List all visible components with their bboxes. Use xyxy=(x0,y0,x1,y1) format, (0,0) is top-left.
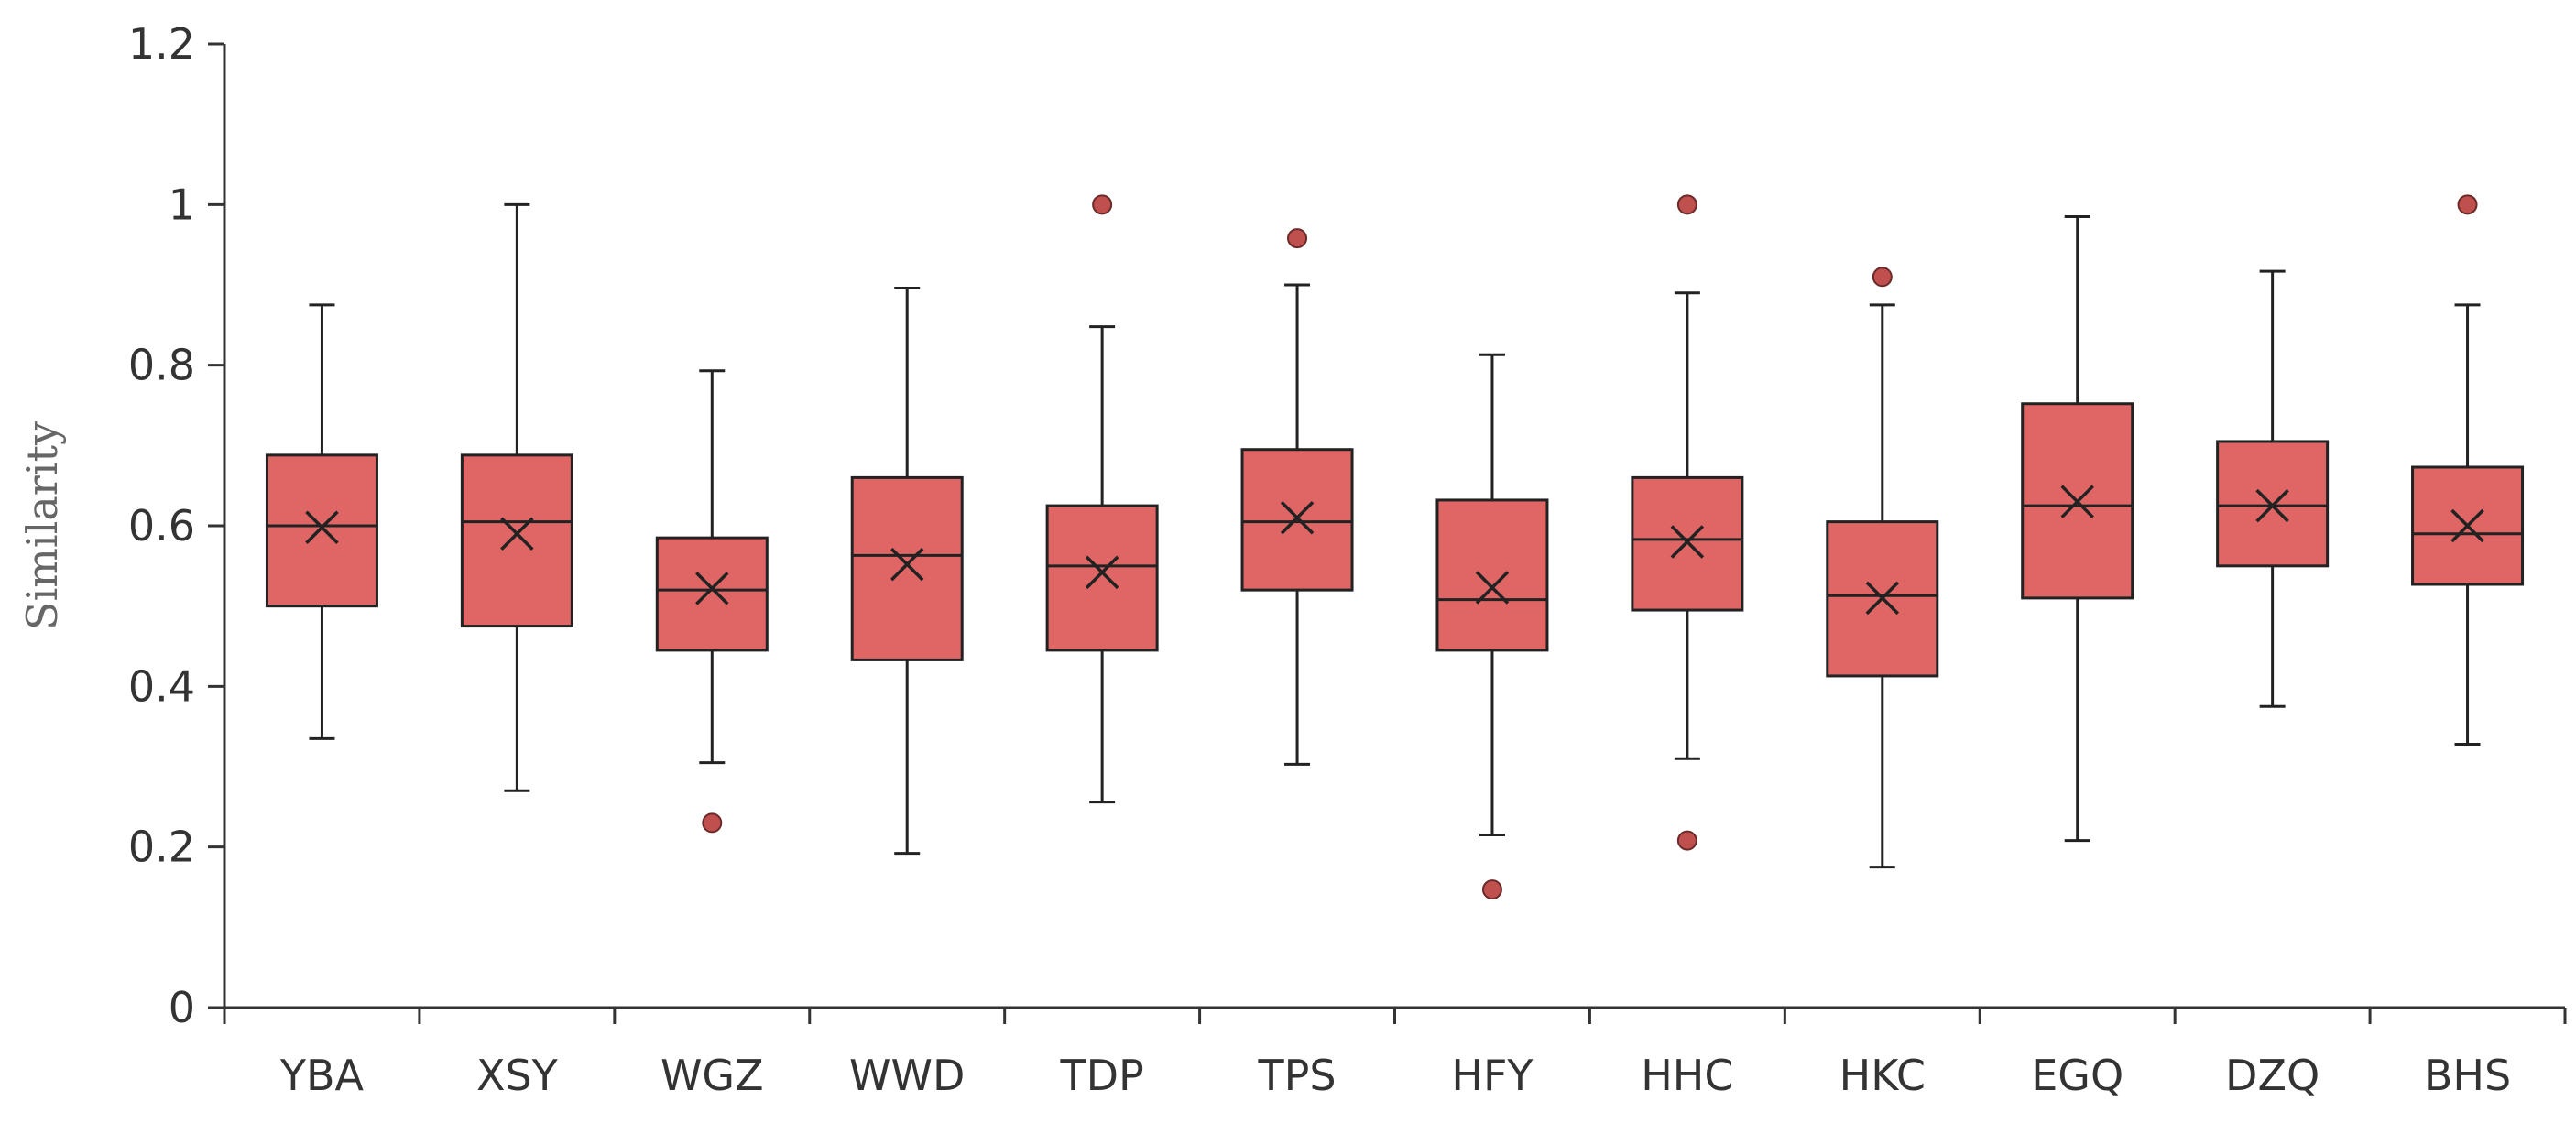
outlier-point xyxy=(1676,194,1697,215)
outlier-point xyxy=(1092,194,1113,215)
box-body xyxy=(850,475,964,661)
box-wwd xyxy=(850,287,964,856)
box-body xyxy=(265,453,378,608)
box-hfy xyxy=(1435,353,1549,900)
x-tick-label: TDP xyxy=(1059,1051,1143,1100)
x-tick-label: XSY xyxy=(476,1051,559,1100)
outlier-point xyxy=(2457,194,2478,215)
x-tick-label: TPS xyxy=(1258,1051,1337,1100)
mean-marker xyxy=(890,547,924,582)
box-yba xyxy=(265,303,378,740)
outlier-point xyxy=(1481,879,1502,900)
box-xsy xyxy=(460,202,573,792)
box-tps xyxy=(1240,228,1354,766)
x-tick-label: WWD xyxy=(849,1051,965,1100)
box-hhc xyxy=(1631,194,1744,851)
box-body xyxy=(1240,448,1354,592)
y-tick-label: 0.2 xyxy=(128,823,195,872)
y-tick-label: 0.8 xyxy=(128,341,195,390)
box-body xyxy=(1045,504,1159,652)
mean-marker xyxy=(2450,508,2484,543)
outlier-point xyxy=(702,812,723,834)
mean-marker xyxy=(695,572,729,605)
x-tick-label: HHC xyxy=(1641,1051,1733,1100)
y-axis-title: Similarity xyxy=(17,421,67,630)
box-egq xyxy=(2021,214,2134,843)
mean-marker xyxy=(1085,555,1119,590)
box-body xyxy=(460,453,573,628)
labels: 0 0.2 0.4 0.6 0.8 1 1.2 Similarity YBA XSY WGZ WWD T… xyxy=(17,19,2511,1100)
box-body xyxy=(655,536,769,652)
mean-marker xyxy=(1865,581,1900,616)
x-tick-label: DZQ xyxy=(2225,1051,2319,1100)
box-bhs xyxy=(2411,194,2525,746)
x-tick-label: EGQ xyxy=(2031,1051,2123,1100)
mean-marker xyxy=(1475,571,1510,605)
mean-marker xyxy=(500,517,534,551)
outlier-point xyxy=(1676,830,1697,851)
boxes xyxy=(265,194,2525,900)
outlier-point xyxy=(1287,228,1308,249)
box-hkc xyxy=(1826,267,1939,869)
y-tick-label: 1 xyxy=(169,180,195,229)
x-tick-label: HFY xyxy=(1451,1051,1534,1100)
box-tdp xyxy=(1045,194,1159,804)
x-tick-label: HKC xyxy=(1839,1051,1926,1100)
box-wgz xyxy=(655,369,769,834)
box-body xyxy=(1435,498,1549,652)
mean-marker xyxy=(305,510,339,544)
x-tick-label: BHS xyxy=(2424,1051,2511,1100)
y-tick-label: 0.4 xyxy=(128,661,195,711)
x-tick-label: WGZ xyxy=(660,1051,764,1100)
x-tick-label: YBA xyxy=(279,1051,365,1100)
y-tick-label: 0.6 xyxy=(128,501,195,551)
y-tick-label: 0 xyxy=(169,983,195,1032)
y-tick-label: 1.2 xyxy=(128,19,195,69)
axes xyxy=(208,42,2567,1024)
mean-marker xyxy=(2255,488,2289,523)
box-dzq xyxy=(2216,269,2330,708)
mean-marker xyxy=(2060,485,2094,518)
outlier-point xyxy=(1872,267,1893,288)
mean-marker xyxy=(1280,500,1315,535)
mean-marker xyxy=(1670,525,1705,559)
